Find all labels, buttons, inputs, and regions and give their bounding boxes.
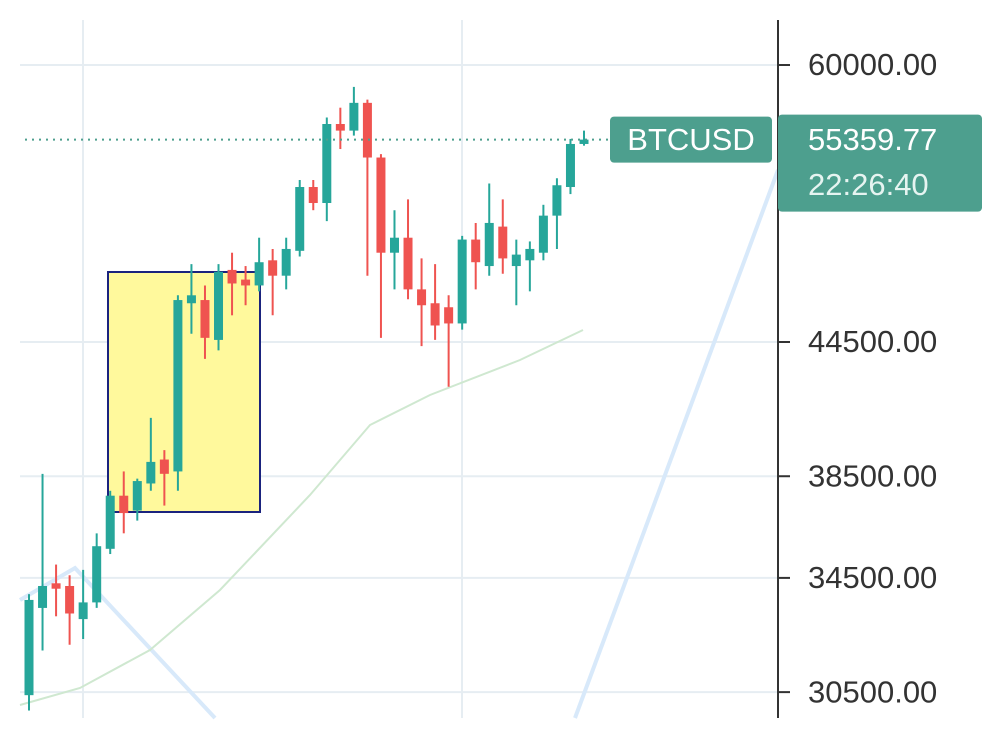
price-axis: 60000.00 44500.00 38500.00 34500.00 30500.00: [778, 47, 937, 709]
candle-body: [295, 187, 305, 251]
y-tick-label: 30500.00: [808, 674, 937, 709]
candle-body: [498, 226, 508, 259]
candle-body: [119, 495, 129, 514]
candle-body: [579, 139, 589, 144]
candle-body: [173, 300, 183, 472]
candle-body: [78, 602, 88, 620]
candle-body: [38, 585, 48, 608]
candle-body: [241, 279, 251, 286]
candle-body: [349, 102, 359, 131]
y-tick-label: 44500.00: [808, 324, 937, 359]
candle-body: [565, 143, 575, 188]
y-tick-label: 38500.00: [808, 458, 937, 493]
symbol-label: BTCUSD: [627, 122, 754, 157]
price-label-box: [778, 114, 982, 212]
candle-body: [362, 102, 372, 158]
candle-body: [484, 222, 494, 267]
candle-body: [146, 461, 156, 484]
candle-body: [268, 260, 278, 276]
candle-body: [200, 300, 210, 338]
candle-body: [24, 599, 34, 696]
candle-body: [227, 269, 237, 284]
trend-line: [18, 565, 217, 720]
candle-body: [335, 124, 345, 131]
candle-body: [525, 248, 535, 261]
candle-body: [457, 239, 467, 324]
price-labels: BTCUSD 55359.77 22:26:40: [25, 114, 982, 212]
candle-body: [417, 289, 427, 306]
candle-body: [376, 157, 386, 253]
candle-body: [132, 481, 142, 511]
candle-body: [552, 185, 562, 216]
candle-body: [403, 237, 413, 290]
candle-body: [389, 237, 399, 253]
candle-body: [65, 585, 75, 614]
candle-body: [308, 187, 318, 204]
symbol-label-box: [610, 116, 772, 163]
candle-body: [186, 295, 196, 304]
last-price-label: 55359.77: [808, 122, 937, 157]
candle-body: [51, 583, 61, 589]
moving-average: [19, 329, 584, 706]
candle-body: [105, 495, 115, 549]
y-tick-label: 60000.00: [808, 47, 937, 82]
time-label: 22:26:40: [808, 167, 929, 202]
candle-body: [430, 303, 440, 326]
candle-body: [444, 307, 454, 324]
candles: [24, 86, 589, 711]
candle-body: [322, 124, 332, 204]
candle-body: [281, 248, 291, 276]
y-tick-label: 34500.00: [808, 560, 937, 595]
candle-body: [538, 215, 548, 253]
candle-body: [254, 262, 264, 286]
candle-body: [471, 239, 481, 263]
candle-body: [214, 271, 224, 340]
trend-line: [573, 169, 780, 719]
candle-body: [511, 254, 521, 267]
candle-body: [159, 459, 169, 474]
drawings: [18, 169, 780, 720]
candle-body: [92, 546, 102, 603]
rectangle-drawing: [107, 271, 261, 513]
